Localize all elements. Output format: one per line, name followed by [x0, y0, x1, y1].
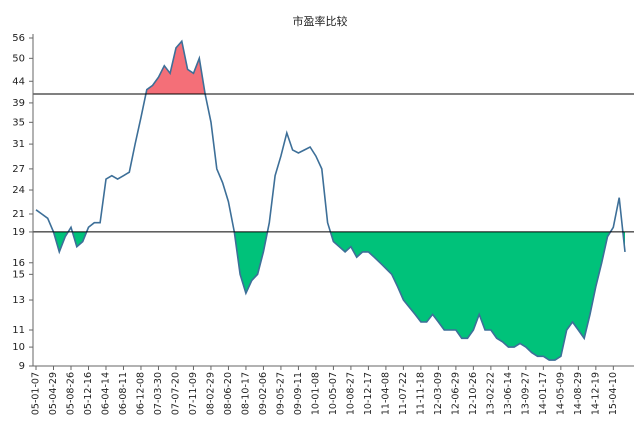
y-tick-label: 50 — [12, 53, 25, 64]
y-tick-label: 15 — [12, 269, 25, 280]
x-tick-label: 08-02-29 — [205, 372, 216, 415]
y-tick-label: 27 — [12, 164, 25, 175]
y-tick-label: 35 — [12, 117, 25, 128]
x-tick-label: 12-10-26 — [468, 372, 479, 415]
x-tick-label: 11-04-08 — [380, 372, 391, 415]
x-tick-label: 10-08-27 — [345, 372, 356, 415]
y-tick-label: 11 — [12, 325, 25, 336]
x-tick-label: 09-02-06 — [258, 372, 269, 415]
y-tick-label: 9 — [19, 361, 25, 372]
y-tick-label: 21 — [12, 209, 25, 220]
x-tick-label: 06-12-08 — [135, 372, 146, 415]
y-tick-label: 44 — [12, 76, 25, 87]
x-tick-label: 08-06-20 — [223, 372, 234, 415]
x-tick-label: 14-05-09 — [555, 372, 566, 415]
threshold-area — [145, 41, 206, 94]
x-tick-label: 11-11-18 — [415, 372, 426, 415]
y-tick-label: 24 — [12, 185, 25, 196]
x-tick-label: 13-06-14 — [503, 372, 514, 415]
threshold-area — [36, 231, 625, 361]
y-tick-label: 19 — [12, 227, 25, 238]
x-tick-label: 10-12-17 — [363, 372, 374, 415]
y-tick-label: 13 — [12, 295, 25, 306]
x-tick-label: 14-08-29 — [573, 372, 584, 415]
x-tick-label: 07-11-09 — [188, 372, 199, 415]
y-tick-label: 16 — [12, 258, 25, 269]
x-tick-label: 13-09-27 — [520, 372, 531, 415]
x-tick-label: 12-03-09 — [433, 372, 444, 415]
x-tick-label: 05-01-07 — [31, 372, 42, 415]
y-tick-label: 39 — [12, 98, 25, 109]
x-tick-label: 07-07-20 — [170, 372, 181, 415]
x-tick-label: 10-05-07 — [328, 372, 339, 415]
chart-title: 市盈率比较 — [293, 14, 348, 28]
x-tick-label: 05-08-26 — [65, 372, 76, 415]
x-tick-label: 14-01-17 — [538, 372, 549, 415]
x-tick-label: 09-05-27 — [275, 372, 286, 415]
x-tick-label: 08-10-17 — [240, 372, 251, 415]
y-tick-label: 56 — [12, 33, 25, 44]
x-tick-label: 07-03-30 — [153, 372, 164, 415]
x-tick-label: 12-06-29 — [450, 372, 461, 415]
x-tick-label: 05-12-16 — [83, 372, 94, 415]
x-tick-label: 05-04-29 — [48, 372, 59, 415]
x-tick-label: 15-04-10 — [608, 372, 619, 415]
x-tick-label: 11-07-22 — [398, 372, 409, 415]
y-tick-label: 10 — [12, 342, 25, 353]
x-tick-label: 06-08-11 — [118, 372, 129, 415]
x-tick-label: 13-02-22 — [485, 372, 496, 415]
x-tick-label: 10-01-08 — [310, 372, 321, 415]
x-tick-label: 09-09-11 — [293, 372, 304, 415]
y-tick-label: 31 — [12, 139, 25, 150]
x-tick-label: 06-04-14 — [100, 372, 111, 415]
x-tick-label: 14-12-19 — [590, 372, 601, 415]
